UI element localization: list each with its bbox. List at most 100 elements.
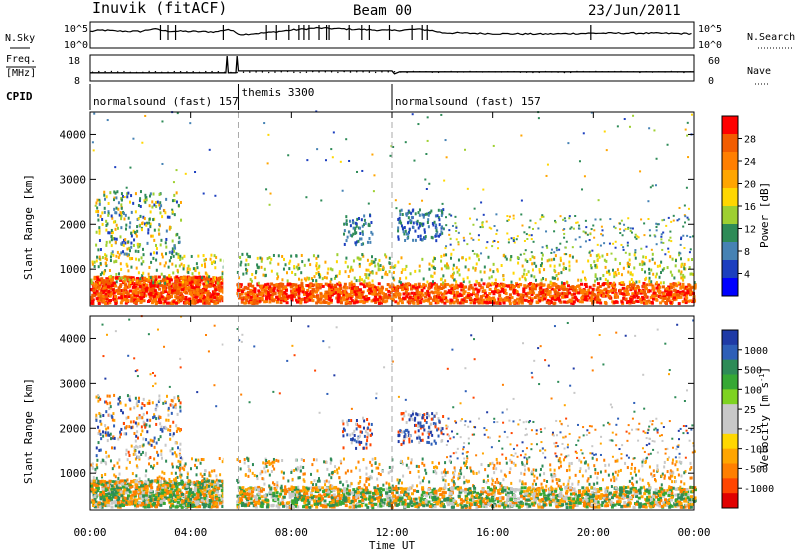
data-cell — [636, 235, 639, 238]
data-cell — [161, 215, 164, 219]
data-cell — [675, 259, 678, 263]
nave-tick-high: 60 — [708, 56, 720, 67]
data-cell — [142, 492, 146, 496]
data-cell — [380, 285, 384, 289]
data-cell — [525, 233, 528, 236]
data-cell — [430, 264, 433, 268]
data-cell — [581, 270, 584, 274]
data-cell — [466, 276, 469, 280]
data-cell — [595, 288, 599, 292]
data-cell — [508, 298, 512, 302]
data-cell — [453, 286, 457, 290]
data-cell — [655, 243, 658, 246]
data-cell — [217, 299, 221, 303]
data-cell — [512, 291, 516, 295]
data-cell — [641, 268, 644, 272]
data-cell — [98, 226, 101, 230]
data-cell — [163, 275, 166, 279]
data-cell — [593, 297, 597, 301]
nave-point — [261, 71, 264, 73]
data-cell — [295, 285, 299, 289]
data-cell — [449, 291, 453, 295]
data-cell — [357, 294, 361, 298]
data-cell — [574, 288, 578, 292]
data-cell — [562, 287, 566, 291]
data-cell — [641, 263, 644, 267]
data-cell — [492, 292, 496, 296]
data-cell — [660, 241, 663, 244]
data-cell — [454, 284, 458, 288]
data-cell — [200, 299, 204, 303]
data-cell — [373, 174, 376, 177]
data-cell — [133, 494, 137, 498]
data-cell — [294, 290, 298, 294]
data-cell — [575, 297, 579, 301]
data-cell — [100, 277, 104, 281]
data-cell — [241, 252, 244, 256]
data-cell — [268, 296, 272, 300]
data-cell — [620, 243, 623, 246]
data-cell — [386, 283, 390, 287]
data-cell — [589, 233, 592, 236]
data-cell — [279, 289, 283, 293]
data-cell — [90, 278, 93, 282]
data-cell — [511, 285, 515, 289]
data-cell — [290, 297, 294, 301]
data-cell — [139, 190, 142, 194]
data-cell — [149, 275, 152, 279]
data-cell — [264, 283, 268, 287]
data-cell — [628, 283, 632, 287]
data-cell — [104, 283, 108, 287]
data-cell — [214, 493, 218, 497]
data-cell — [120, 494, 124, 498]
data-cell — [543, 268, 546, 272]
data-cell — [434, 283, 438, 287]
nave-point — [494, 71, 496, 73]
data-cell — [110, 228, 113, 232]
data-cell — [550, 258, 553, 262]
data-cell — [197, 498, 201, 502]
data-cell — [124, 241, 127, 245]
data-cell — [342, 285, 346, 289]
data-cell — [132, 201, 135, 205]
data-cell — [416, 301, 420, 305]
data-cell — [197, 254, 200, 258]
data-cell — [691, 258, 694, 262]
data-cell — [365, 275, 368, 279]
data-cell — [144, 196, 147, 200]
data-cell — [487, 282, 491, 286]
data-cell — [595, 298, 599, 302]
data-cell — [530, 238, 533, 241]
data-cell — [594, 264, 597, 268]
data-cell — [260, 265, 263, 269]
data-cell — [533, 296, 537, 300]
data-cell — [622, 296, 626, 300]
data-cell — [286, 279, 289, 283]
data-cell — [530, 286, 534, 290]
data-cell — [640, 218, 643, 221]
data-cell — [124, 238, 127, 242]
data-cell — [464, 265, 467, 269]
data-cell — [617, 271, 620, 275]
data-cell — [214, 281, 218, 285]
data-cell — [590, 111, 593, 114]
data-cell — [462, 236, 465, 239]
data-cell — [627, 265, 630, 269]
nave-point — [481, 71, 484, 73]
data-cell — [245, 271, 248, 275]
data-cell — [184, 280, 188, 284]
data-cell — [361, 230, 364, 234]
data-cell — [125, 487, 129, 491]
data-cell — [423, 230, 426, 234]
data-cell — [370, 285, 374, 289]
data-cell — [432, 282, 436, 286]
data-cell — [488, 287, 492, 291]
data-cell — [615, 273, 618, 277]
data-cell — [548, 258, 551, 262]
data-cell — [399, 277, 402, 281]
data-cell — [169, 499, 173, 503]
data-cell — [97, 287, 101, 291]
data-cell — [247, 293, 251, 297]
data-cell — [160, 295, 164, 299]
